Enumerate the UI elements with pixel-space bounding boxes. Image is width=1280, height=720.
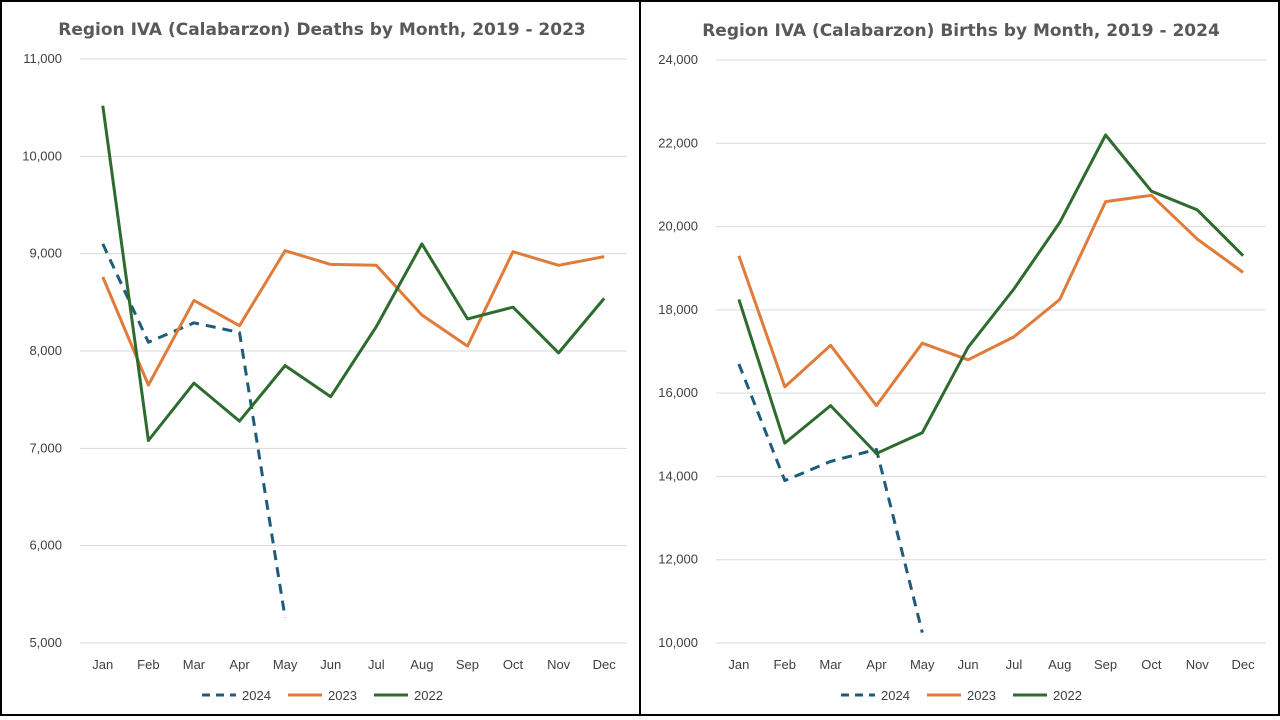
- births-x-tick-label: Nov: [1186, 657, 1210, 672]
- births-series-2023-line: [737, 193, 1244, 408]
- births-x-tick-label: Sep: [1094, 657, 1117, 672]
- deaths-x-tick-label: Apr: [229, 657, 250, 672]
- deaths-chart-panel: Region IVA (Calabarzon) Deaths by Month,…: [0, 0, 641, 716]
- births-legend-label-2022: 2022: [1053, 688, 1082, 703]
- deaths-y-tick-label: 8,000: [29, 343, 62, 358]
- deaths-y-tick-label: 11,000: [23, 51, 62, 66]
- deaths-x-tick-label: Jun: [320, 657, 341, 672]
- deaths-series-2024-line: [101, 243, 287, 618]
- births-y-tick-label: 18,000: [658, 302, 698, 317]
- births-chart-title: Region IVA (Calabarzon) Births by Month,…: [702, 21, 1220, 41]
- deaths-x-tick-label: Aug: [410, 657, 433, 672]
- deaths-x-tick-label: May: [273, 657, 298, 672]
- deaths-series-2023-line: [101, 249, 605, 387]
- deaths-y-tick-label: 5,000: [29, 635, 62, 650]
- deaths-y-tick-label: 6,000: [29, 538, 62, 553]
- deaths-y-tick-label: 9,000: [29, 246, 62, 261]
- deaths-x-tick-label: Oct: [503, 657, 524, 672]
- deaths-x-tick-label: Dec: [593, 657, 617, 672]
- deaths-chart: Region IVA (Calabarzon) Deaths by Month,…: [22, 20, 627, 703]
- deaths-legend-label-2023: 2023: [328, 688, 357, 703]
- births-chart-panel: Region IVA (Calabarzon) Births by Month,…: [639, 0, 1280, 716]
- births-y-tick-label: 14,000: [658, 468, 698, 483]
- deaths-x-tick-label: Nov: [547, 657, 571, 672]
- deaths-series-2022-line: [101, 105, 606, 442]
- births-y-tick-label: 22,000: [658, 135, 698, 150]
- births-y-tick-label: 24,000: [658, 52, 698, 67]
- deaths-legend-label-2022: 2022: [414, 688, 443, 703]
- births-y-tick-label: 16,000: [658, 385, 698, 400]
- births-x-tick-label: Mar: [819, 657, 842, 672]
- births-x-tick-label: Oct: [1141, 657, 1162, 672]
- births-series-2022-line: [737, 133, 1245, 455]
- deaths-x-tick-label: Feb: [137, 657, 159, 672]
- births-legend-label-2023: 2023: [967, 688, 996, 703]
- deaths-y-tick-label: 7,000: [29, 440, 62, 455]
- births-x-tick-label: Apr: [866, 657, 887, 672]
- births-legend-label-2024: 2024: [881, 688, 910, 703]
- deaths-x-tick-label: Sep: [456, 657, 479, 672]
- births-y-tick-label: 10,000: [658, 635, 698, 650]
- deaths-x-tick-label: Mar: [183, 657, 206, 672]
- births-y-tick-label: 20,000: [658, 219, 698, 234]
- deaths-legend-label-2024: 2024: [242, 688, 271, 703]
- births-x-tick-label: Aug: [1048, 657, 1071, 672]
- births-y-tick-label: 12,000: [658, 552, 698, 567]
- births-series-2024-line: [737, 363, 924, 633]
- deaths-y-tick-label: 10,000: [22, 148, 62, 163]
- births-x-tick-label: Feb: [774, 657, 796, 672]
- births-x-tick-label: May: [910, 657, 935, 672]
- births-chart: Region IVA (Calabarzon) Births by Month,…: [658, 21, 1266, 703]
- deaths-x-tick-label: Jul: [368, 657, 385, 672]
- births-x-tick-label: Jul: [1006, 657, 1023, 672]
- deaths-chart-title: Region IVA (Calabarzon) Deaths by Month,…: [58, 20, 586, 40]
- births-x-tick-label: Dec: [1232, 657, 1256, 672]
- births-x-tick-label: Jun: [958, 657, 979, 672]
- births-x-tick-label: Jan: [728, 657, 749, 672]
- deaths-x-tick-label: Jan: [92, 657, 113, 672]
